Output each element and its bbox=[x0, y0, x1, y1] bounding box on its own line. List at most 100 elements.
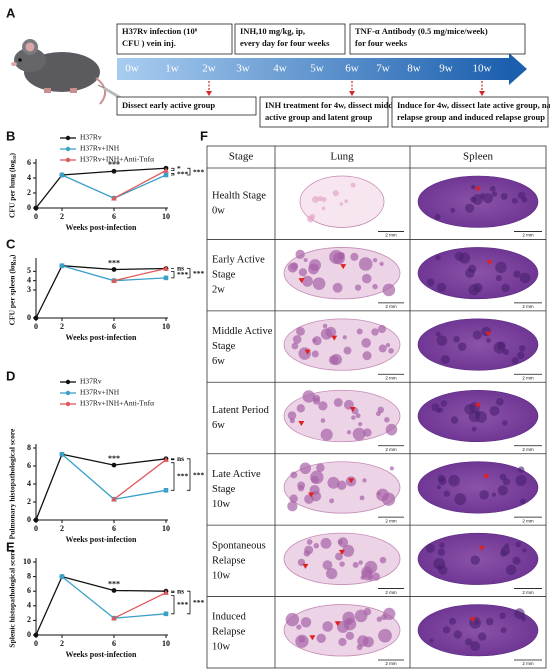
protocol-text: CFU ) vein inj. bbox=[122, 38, 176, 48]
spleen-follicle bbox=[457, 342, 467, 351]
x-tick-label: 10 bbox=[162, 322, 170, 331]
lung-lesion bbox=[361, 273, 372, 284]
timeline-bar bbox=[117, 58, 509, 80]
spleen-follicle bbox=[499, 612, 506, 620]
lung-lesion bbox=[350, 252, 359, 261]
x-tick-label: 0 bbox=[34, 322, 38, 331]
y-tick-label: 10 bbox=[23, 557, 31, 566]
legend-label: H37Rv bbox=[80, 377, 102, 386]
x-tick-label: 6 bbox=[112, 639, 116, 648]
spleen-follicle bbox=[474, 410, 481, 417]
lung-lesion bbox=[337, 252, 345, 260]
spleen-follicle bbox=[470, 555, 480, 565]
column-header: Stage bbox=[229, 151, 254, 163]
spleen-follicle bbox=[435, 331, 441, 337]
spleen-follicle bbox=[439, 542, 445, 548]
lung-lesion bbox=[296, 624, 302, 630]
lung-lesion bbox=[337, 539, 343, 545]
spleen-follicle bbox=[454, 493, 467, 506]
data-point bbox=[33, 632, 39, 638]
spleen-follicle bbox=[437, 548, 446, 556]
lung-lesion bbox=[285, 612, 300, 627]
lung-lesion bbox=[354, 284, 362, 291]
spleen-follicle bbox=[468, 284, 480, 296]
lung-lesion bbox=[356, 328, 363, 335]
lesion-marker bbox=[302, 563, 309, 569]
lung-lesion bbox=[345, 631, 355, 641]
lung-lesion bbox=[354, 609, 368, 623]
scale-label: 2 mm bbox=[522, 304, 534, 309]
stage-label: Latent Period bbox=[212, 405, 270, 416]
lung-lesion bbox=[304, 545, 314, 555]
lung-lesion bbox=[389, 466, 394, 471]
dissection-text: Induce for 4w, dissect late active group… bbox=[397, 100, 550, 110]
spleen-follicle bbox=[478, 632, 487, 641]
y-tick-label: 6 bbox=[27, 586, 31, 595]
stage-label: Early Active bbox=[212, 255, 265, 266]
lung-lesion bbox=[303, 257, 308, 262]
lung-lesion bbox=[382, 283, 396, 297]
spleen-follicle bbox=[517, 351, 525, 360]
lung-lesion bbox=[357, 635, 369, 647]
spleen-follicle bbox=[440, 355, 450, 365]
y-tick-label: 0 bbox=[27, 313, 31, 322]
lung-lesion bbox=[379, 261, 384, 267]
spleen-follicle bbox=[472, 194, 483, 205]
data-point bbox=[33, 205, 39, 211]
lesion-marker bbox=[338, 549, 345, 555]
spleen-follicle bbox=[491, 191, 498, 197]
lesion-marker bbox=[304, 349, 311, 355]
lung-lesion bbox=[289, 494, 298, 503]
significance-label: *** bbox=[108, 579, 120, 588]
spleen-follicle bbox=[489, 185, 496, 192]
spleen-follicle bbox=[514, 608, 525, 619]
x-axis-label: Weeks post-infection bbox=[66, 333, 137, 342]
lung-lesion bbox=[360, 575, 365, 580]
y-tick-label: 0 bbox=[27, 203, 31, 212]
lung-lesion bbox=[342, 335, 347, 340]
column-header: Spleen bbox=[463, 151, 493, 163]
spleen-follicle bbox=[435, 254, 441, 261]
protocol-text: for four weeks bbox=[355, 38, 408, 48]
lung-lesion bbox=[385, 342, 391, 348]
dissection-text: INH treatment for 4w, dissect middle bbox=[265, 100, 399, 110]
scale-label: 2 mm bbox=[522, 661, 534, 666]
stage-label: Late Active bbox=[212, 469, 261, 480]
lesion-marker bbox=[334, 621, 341, 627]
panel-label: A bbox=[6, 5, 16, 20]
stage-label: Stage bbox=[212, 341, 236, 352]
lung-lesion bbox=[358, 422, 363, 427]
significance-bracket bbox=[187, 590, 191, 615]
significance-bracket bbox=[187, 458, 191, 491]
lung-lesion bbox=[358, 257, 373, 271]
spleen-follicle bbox=[454, 251, 464, 261]
spleen-follicle bbox=[495, 261, 507, 274]
x-tick-label: 2 bbox=[60, 524, 64, 533]
spleen-follicle bbox=[464, 203, 475, 213]
lung-lesion bbox=[385, 423, 398, 436]
spleen-follicle bbox=[500, 193, 508, 200]
spleen-follicle bbox=[443, 490, 451, 497]
x-tick-label: 2 bbox=[60, 212, 64, 221]
lung-vessel bbox=[317, 195, 323, 202]
lung-lesion bbox=[297, 485, 305, 492]
week-label: 4w bbox=[273, 63, 287, 75]
significance-label: ns bbox=[177, 587, 184, 596]
spleen-follicle bbox=[425, 543, 435, 553]
lung-lesion bbox=[372, 257, 378, 263]
stage-label: 6w bbox=[212, 356, 225, 367]
week-label: 2w bbox=[202, 63, 216, 75]
arrow-head bbox=[479, 91, 485, 96]
y-tick-label: 2 bbox=[27, 615, 31, 624]
lung-lesion bbox=[371, 328, 379, 336]
lung-lesion bbox=[316, 633, 326, 643]
spleen-follicle bbox=[504, 543, 510, 549]
protocol-text: every day for four weeks bbox=[240, 38, 330, 48]
column-header: Lung bbox=[330, 151, 354, 163]
lung-lesion bbox=[379, 556, 387, 564]
panel-label: D bbox=[6, 368, 15, 383]
lung-lesion bbox=[329, 498, 335, 504]
significance-label: *** bbox=[108, 454, 120, 463]
lung-lesion bbox=[328, 355, 339, 365]
legend-marker bbox=[65, 135, 71, 141]
